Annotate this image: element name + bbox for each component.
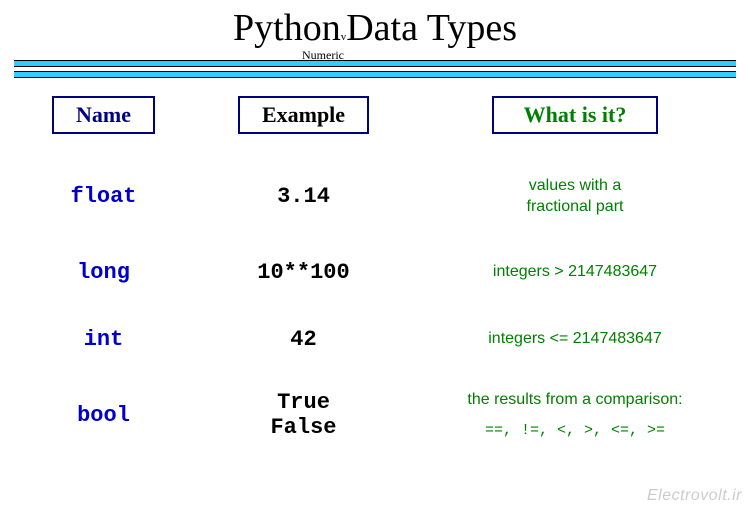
title-subscript: v — [341, 31, 347, 43]
type-description: values with afractional part — [527, 177, 624, 215]
type-example: 10**100 — [257, 260, 349, 285]
type-name: float — [70, 184, 136, 209]
watermark: Electrovolt.ir — [647, 487, 742, 505]
header-name-label: Name — [52, 96, 155, 134]
type-description-text: the results from a comparison: — [467, 391, 682, 408]
type-name: bool — [77, 403, 130, 428]
data-types-table: Name Example What is it? float 3.14 valu… — [16, 96, 740, 441]
header-example-label: Example — [238, 96, 369, 134]
divider-rules — [14, 60, 736, 78]
header-cell-name: Name — [16, 96, 191, 134]
type-example: 42 — [290, 327, 316, 352]
type-description: integers > 2147483647 — [493, 263, 657, 280]
divider-rule — [14, 71, 736, 78]
table-row: float 3.14 values with afractional part — [16, 176, 740, 218]
subtitle: Numeric — [302, 48, 344, 63]
page-title-right: Data Types — [346, 6, 517, 50]
table-row: int 42 integers <= 2147483647 — [16, 327, 740, 352]
type-description: integers <= 2147483647 — [488, 330, 661, 347]
divider-rule — [14, 60, 736, 67]
type-name: long — [77, 260, 130, 285]
comparison-operators: ==, !=, <, >, <=, >= — [416, 421, 734, 441]
header-cell-example: Example — [191, 96, 416, 134]
type-example: TrueFalse — [270, 390, 336, 440]
type-example: 3.14 — [277, 184, 330, 209]
table-row: long 10**100 integers > 2147483647 — [16, 260, 740, 285]
header-row: Name Example What is it? — [16, 96, 740, 134]
page-title-left: Python — [233, 6, 341, 50]
title-area: Pythonv Data Types Numeric — [0, 0, 750, 50]
type-name: int — [84, 327, 124, 352]
header-what-label: What is it? — [492, 96, 659, 134]
header-cell-what: What is it? — [416, 96, 740, 134]
type-description: the results from a comparison: ==, !=, <… — [416, 391, 734, 440]
table-row: bool TrueFalse the results from a compar… — [16, 390, 740, 441]
